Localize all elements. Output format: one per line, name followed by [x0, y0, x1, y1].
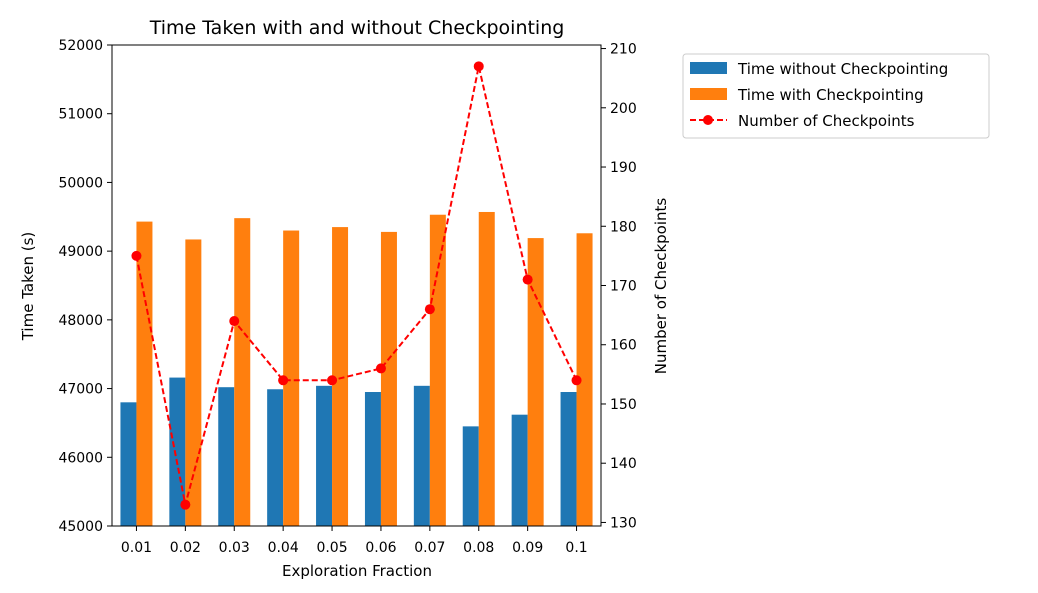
x-tick-label: 0.03 [219, 540, 250, 556]
y-tick-label: 45000 [58, 519, 103, 535]
checkpoint-marker [180, 499, 191, 510]
bar-with-checkpointing [380, 231, 397, 526]
x-tick-label: 0.09 [512, 540, 543, 556]
bar-without-checkpointing [413, 385, 430, 526]
legend-label: Time with Checkpointing [737, 86, 924, 104]
bar-with-checkpointing [332, 227, 349, 527]
line-layer [131, 61, 582, 510]
left-axis: 45000 46000 47000 48000 49000 50000 51000 52000 [58, 38, 112, 535]
checkpoint-marker [571, 375, 582, 386]
y-tick-label: 48000 [58, 313, 103, 329]
checkpoint-marker [473, 61, 484, 72]
y2-tick-label: 210 [610, 42, 637, 58]
bar-without-checkpointing [462, 426, 479, 526]
legend-swatch-blue [690, 62, 727, 74]
bar-with-checkpointing [234, 218, 251, 526]
bars-layer [120, 211, 593, 527]
checkpoint-marker [375, 363, 386, 374]
x-tick-label: 0.06 [365, 540, 396, 556]
checkpoint-marker [327, 375, 338, 386]
x-tick-label: 0.1 [565, 540, 587, 556]
checkpoint-marker [278, 375, 289, 386]
y2-tick-label: 190 [610, 160, 637, 176]
bar-with-checkpointing [527, 238, 544, 526]
y2-tick-label: 160 [610, 338, 637, 354]
bar-with-checkpointing [576, 233, 593, 526]
bar-without-checkpointing [364, 392, 381, 526]
x-tick-label: 0.02 [170, 540, 201, 556]
checkpoint-marker [522, 274, 533, 285]
bar-with-checkpointing [429, 214, 446, 526]
y-tick-label: 52000 [58, 38, 103, 54]
bar-without-checkpointing [560, 392, 577, 526]
bar-with-checkpointing [283, 230, 300, 526]
y2-tick-label: 180 [610, 219, 637, 235]
checkpoints-line [135, 66, 578, 505]
checkpoint-marker [131, 250, 142, 261]
legend-label: Number of Checkpoints [738, 112, 915, 130]
y2-tick-label: 140 [610, 456, 637, 472]
right-axis: 130 140 150 160 170 180 190 200 210 [601, 42, 637, 531]
legend-swatch-orange [690, 88, 727, 100]
y2-tick-label: 200 [610, 101, 637, 117]
legend-label: Time without Checkpointing [737, 60, 948, 78]
legend-frame [682, 53, 990, 139]
bar-with-checkpointing [136, 221, 153, 527]
bar-without-checkpointing [267, 389, 284, 526]
y-tick-label: 50000 [58, 175, 103, 191]
y2-tick-label: 150 [610, 397, 637, 413]
x-axis: 0.01 0.02 0.03 0.04 0.05 0.06 0.07 0.08 0.09 0.1 [121, 526, 588, 556]
y-tick-label: 49000 [58, 244, 103, 260]
bar-without-checkpointing [511, 414, 528, 526]
y-tick-label: 47000 [58, 382, 103, 398]
x-tick-label: 0.04 [268, 540, 299, 556]
bar-with-checkpointing [478, 211, 495, 526]
x-tick-label: 0.01 [121, 540, 152, 556]
y-tick-label: 51000 [58, 107, 103, 123]
y2-axis-label: Number of Checkpoints [652, 198, 670, 375]
legend-marker [703, 115, 713, 125]
y2-tick-label: 170 [610, 279, 637, 295]
checkpoint-marker [229, 316, 240, 327]
bar-without-checkpointing [120, 402, 137, 526]
y2-tick-label: 130 [610, 515, 637, 531]
y-axis-label: Time Taken (s) [19, 232, 37, 342]
bar-without-checkpointing [218, 387, 235, 526]
bar-with-checkpointing [185, 239, 202, 526]
bar-without-checkpointing [316, 385, 333, 526]
x-tick-label: 0.08 [463, 540, 494, 556]
y-tick-label: 46000 [58, 450, 103, 466]
legend: Time without Checkpointing Time with Che… [682, 53, 990, 139]
x-tick-label: 0.05 [316, 540, 347, 556]
x-tick-label: 0.07 [414, 540, 445, 556]
chart-title: Time Taken with and without Checkpointin… [149, 17, 565, 39]
x-axis-label: Exploration Fraction [282, 562, 432, 580]
checkpoint-marker [424, 304, 435, 315]
